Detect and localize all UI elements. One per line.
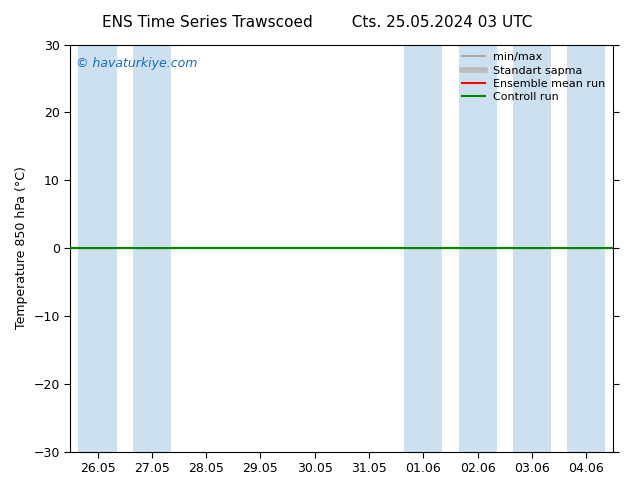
Bar xyxy=(133,45,171,452)
Y-axis label: Temperature 850 hPa (°C): Temperature 850 hPa (°C) xyxy=(15,167,28,329)
Text: ENS Time Series Trawscoed        Cts. 25.05.2024 03 UTC: ENS Time Series Trawscoed Cts. 25.05.202… xyxy=(102,15,532,30)
Bar xyxy=(458,45,496,452)
Legend: min/max, Standart sapma, Ensemble mean run, Controll run: min/max, Standart sapma, Ensemble mean r… xyxy=(458,48,610,107)
Bar xyxy=(404,45,443,452)
Bar xyxy=(567,45,605,452)
Bar xyxy=(79,45,117,452)
Bar xyxy=(513,45,551,452)
Text: © havaturkiye.com: © havaturkiye.com xyxy=(76,57,197,70)
